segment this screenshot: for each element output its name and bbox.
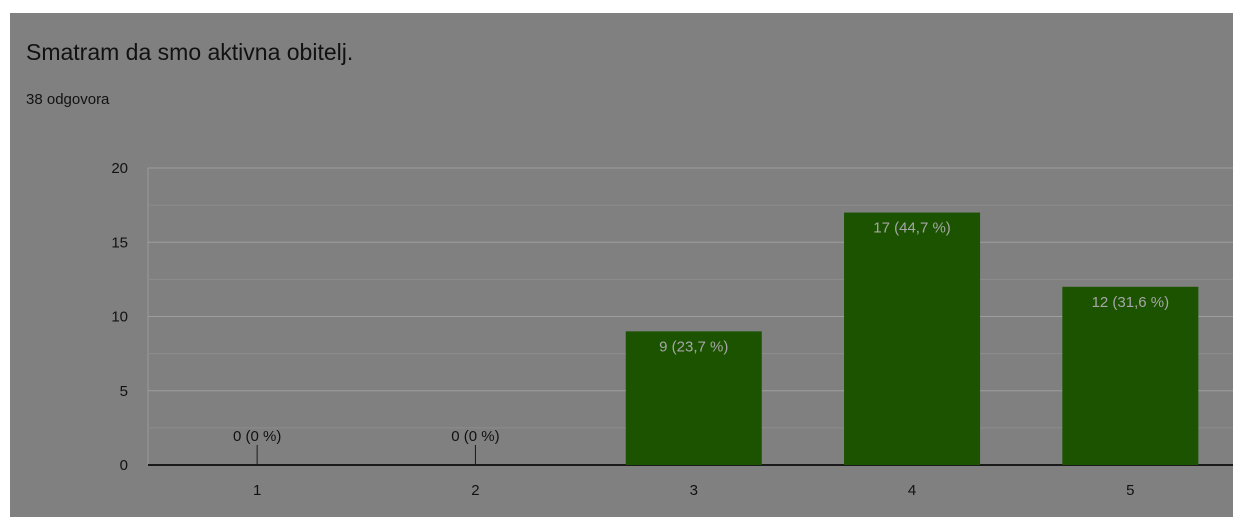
x-tick-label: 3: [690, 482, 698, 499]
bar: [1062, 286, 1199, 465]
bar: [625, 331, 762, 465]
bar-data-labels: 0 (0 %) 0 (0 %) 9 (23,7 %) 17 (44,7 %) 12 (3…: [233, 220, 1169, 445]
y-tick-label: 10: [111, 309, 128, 326]
x-tick-label: 5: [1126, 482, 1134, 499]
y-tick-label: 0: [120, 457, 128, 474]
y-tick-label: 5: [120, 383, 128, 400]
bar-chart: 0 5 10 15 20 1 2 3 4 5 0 (0 %) 0 (0 %) 9 (23,7 %) 1…: [111, 160, 1233, 499]
x-tick-label: 2: [471, 482, 479, 499]
bar-data-label: 17 (44,7 %): [873, 220, 951, 237]
x-tick-label: 4: [908, 482, 916, 499]
question-title: Smatram da smo aktivna obitelj.: [26, 39, 354, 65]
bar: [844, 212, 981, 465]
y-axis-ticks: 0 5 10 15 20: [111, 160, 128, 474]
bar-data-label: 12 (31,6 %): [1092, 294, 1170, 311]
x-axis-ticks: 1 2 3 4 5: [253, 482, 1135, 499]
y-tick-label: 20: [111, 160, 128, 177]
y-tick-label: 15: [111, 234, 128, 251]
x-tick-label: 1: [253, 482, 261, 499]
bar-data-label: 9 (23,7 %): [659, 338, 728, 355]
chart-card: Smatram da smo aktivna obitelj. 38 odgov…: [10, 13, 1233, 517]
chart-bars: [256, 212, 1199, 465]
response-count: 38 odgovora: [26, 91, 110, 108]
bar-data-label: 0 (0 %): [451, 428, 499, 445]
bar-data-label: 0 (0 %): [233, 428, 281, 445]
